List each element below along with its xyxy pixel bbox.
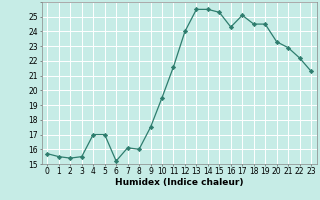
X-axis label: Humidex (Indice chaleur): Humidex (Indice chaleur) xyxy=(115,178,244,187)
